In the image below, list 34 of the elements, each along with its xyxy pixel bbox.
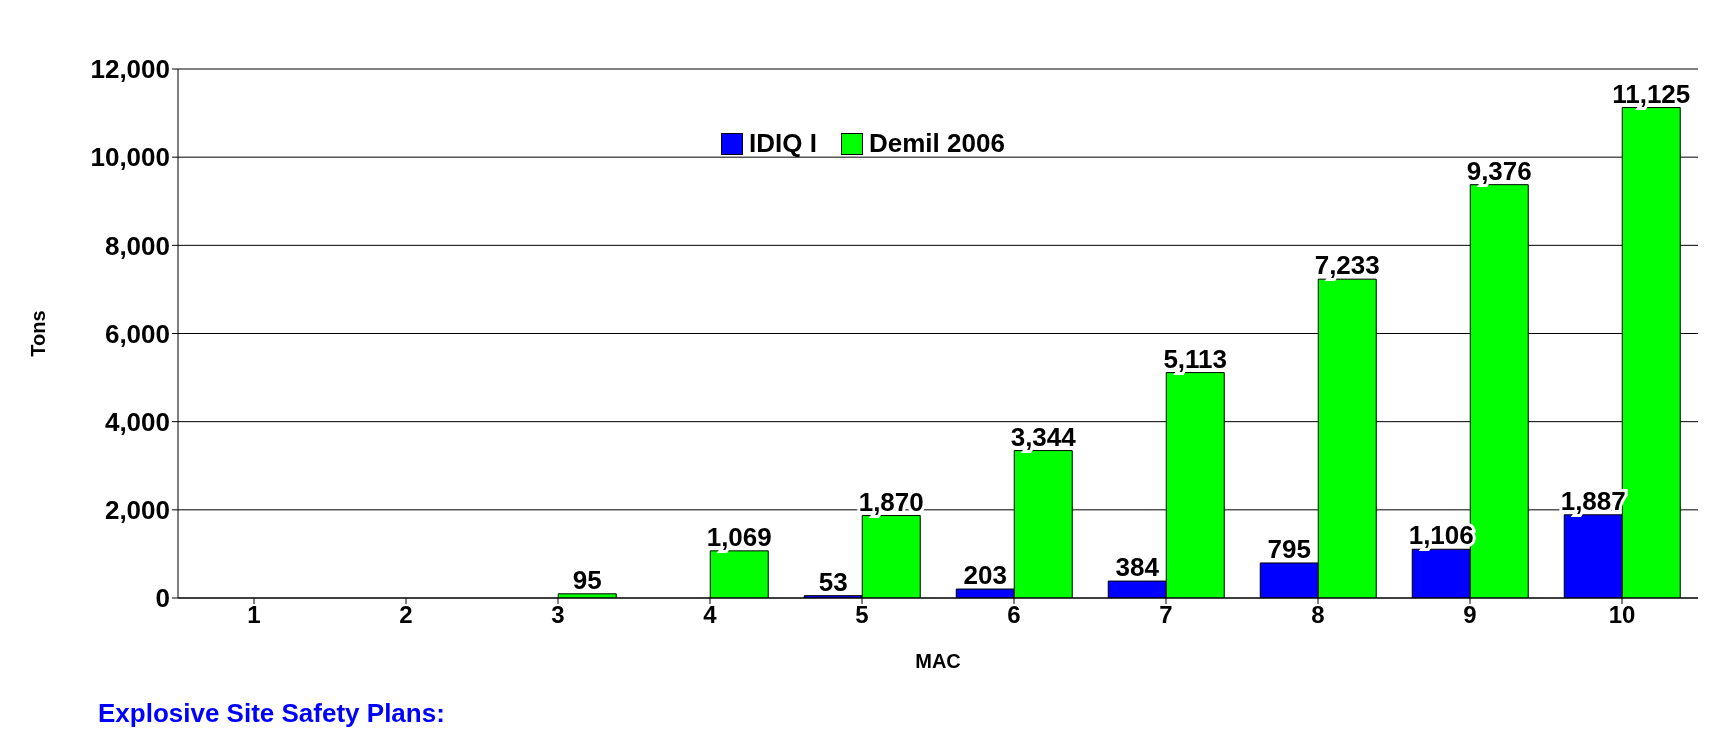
- x-tick-label: 3: [551, 601, 565, 629]
- x-tick-label: 1: [247, 601, 261, 629]
- data-label: 5,113: [1163, 343, 1228, 374]
- x-axis-title: MAC: [915, 650, 961, 672]
- legend-label: Demil 2006: [868, 128, 1005, 159]
- y-tick-label: 12,000: [90, 54, 170, 85]
- data-label: 53: [818, 566, 848, 597]
- data-label: 795: [1267, 533, 1311, 564]
- x-tick-label: 10: [1608, 601, 1636, 629]
- x-tick-label: 2: [399, 601, 413, 629]
- x-tick-label: 4: [703, 601, 718, 629]
- x-tick-label: 5: [855, 601, 869, 629]
- y-tick-label: 6,000: [104, 318, 170, 349]
- data-label: 203: [963, 560, 1007, 591]
- data-label: 95: [572, 564, 602, 595]
- text: Explosive Site Safety Plans:: [98, 698, 445, 729]
- x-tick-label: 8: [1311, 601, 1325, 629]
- y-tick-label: 0: [155, 583, 170, 614]
- data-label: 3,344: [1010, 421, 1077, 452]
- data-label: 7,233: [1314, 250, 1380, 281]
- data-label: 384: [1115, 552, 1160, 583]
- data-label: 1,069: [706, 521, 772, 552]
- y-tick-label: 4,000: [104, 406, 170, 437]
- x-tick-label: 6: [1007, 601, 1021, 629]
- x-tick-label: 7: [1159, 601, 1173, 629]
- data-label: 11,125: [1612, 78, 1691, 109]
- y-tick-label: 2,000: [104, 495, 170, 526]
- y-axis-title: Tons: [27, 310, 50, 357]
- y-tick-label: 8,000: [104, 230, 170, 261]
- data-label: 1,870: [858, 486, 924, 517]
- data-label: 9,376: [1466, 155, 1532, 186]
- y-tick-label: 10,000: [90, 142, 170, 173]
- x-tick-label: 9: [1463, 601, 1477, 629]
- legend-label: IDIQ I: [748, 128, 818, 159]
